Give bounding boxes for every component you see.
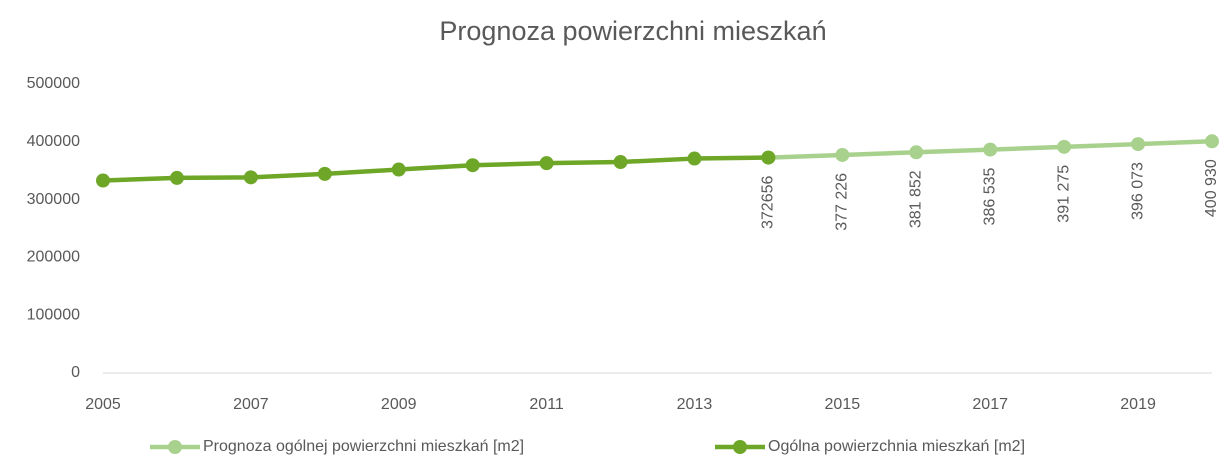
x-tick-label: 2015	[825, 396, 861, 413]
x-tick-label: 2011	[529, 396, 564, 413]
marker	[1205, 134, 1219, 149]
x-tick-label: 2007	[233, 396, 269, 413]
data-label: 381 852	[907, 170, 924, 228]
marker	[835, 147, 850, 162]
marker	[391, 162, 406, 177]
marker	[465, 158, 480, 173]
y-tick-label: 100000	[27, 306, 80, 323]
x-tick-label: 2017	[972, 396, 1008, 413]
x-tick-label: 2009	[381, 396, 417, 413]
data-label: 377 226	[834, 173, 851, 231]
marker	[243, 170, 258, 185]
x-tick-label: 2013	[677, 396, 713, 413]
marker	[761, 150, 776, 165]
marker	[687, 151, 702, 166]
marker	[539, 156, 554, 171]
chart-title: Prognoza powierzchni mieszkań	[439, 16, 826, 46]
marker	[317, 166, 332, 181]
y-tick-label: 400000	[27, 133, 80, 150]
data-label: 400 930	[1203, 159, 1220, 217]
legend-marker	[168, 440, 182, 454]
x-tick-label: 2019	[1120, 396, 1156, 413]
legend-marker	[733, 440, 747, 454]
marker	[1057, 139, 1072, 154]
y-tick-label: 500000	[27, 75, 80, 92]
data-label: 372656	[760, 176, 777, 229]
series-line	[102, 155, 769, 183]
x-tick-label: 2005	[85, 396, 121, 413]
marker	[909, 145, 924, 160]
marker	[169, 170, 184, 185]
marker	[96, 173, 110, 188]
data-label: 396 073	[1129, 162, 1146, 220]
y-tick-label: 300000	[27, 191, 80, 208]
marker	[1131, 137, 1146, 152]
y-tick-label: 200000	[27, 249, 80, 266]
marker	[613, 155, 628, 170]
legend-label: Ogólna powierzchnia mieszkań [m2]	[768, 438, 1025, 455]
marker	[983, 142, 998, 157]
legend-label: Prognoza ogólnej powierzchni mieszkań [m…	[203, 438, 524, 455]
data-label: 386 535	[981, 167, 998, 225]
data-label: 391 275	[1055, 165, 1072, 223]
y-tick-label: 0	[71, 364, 80, 381]
